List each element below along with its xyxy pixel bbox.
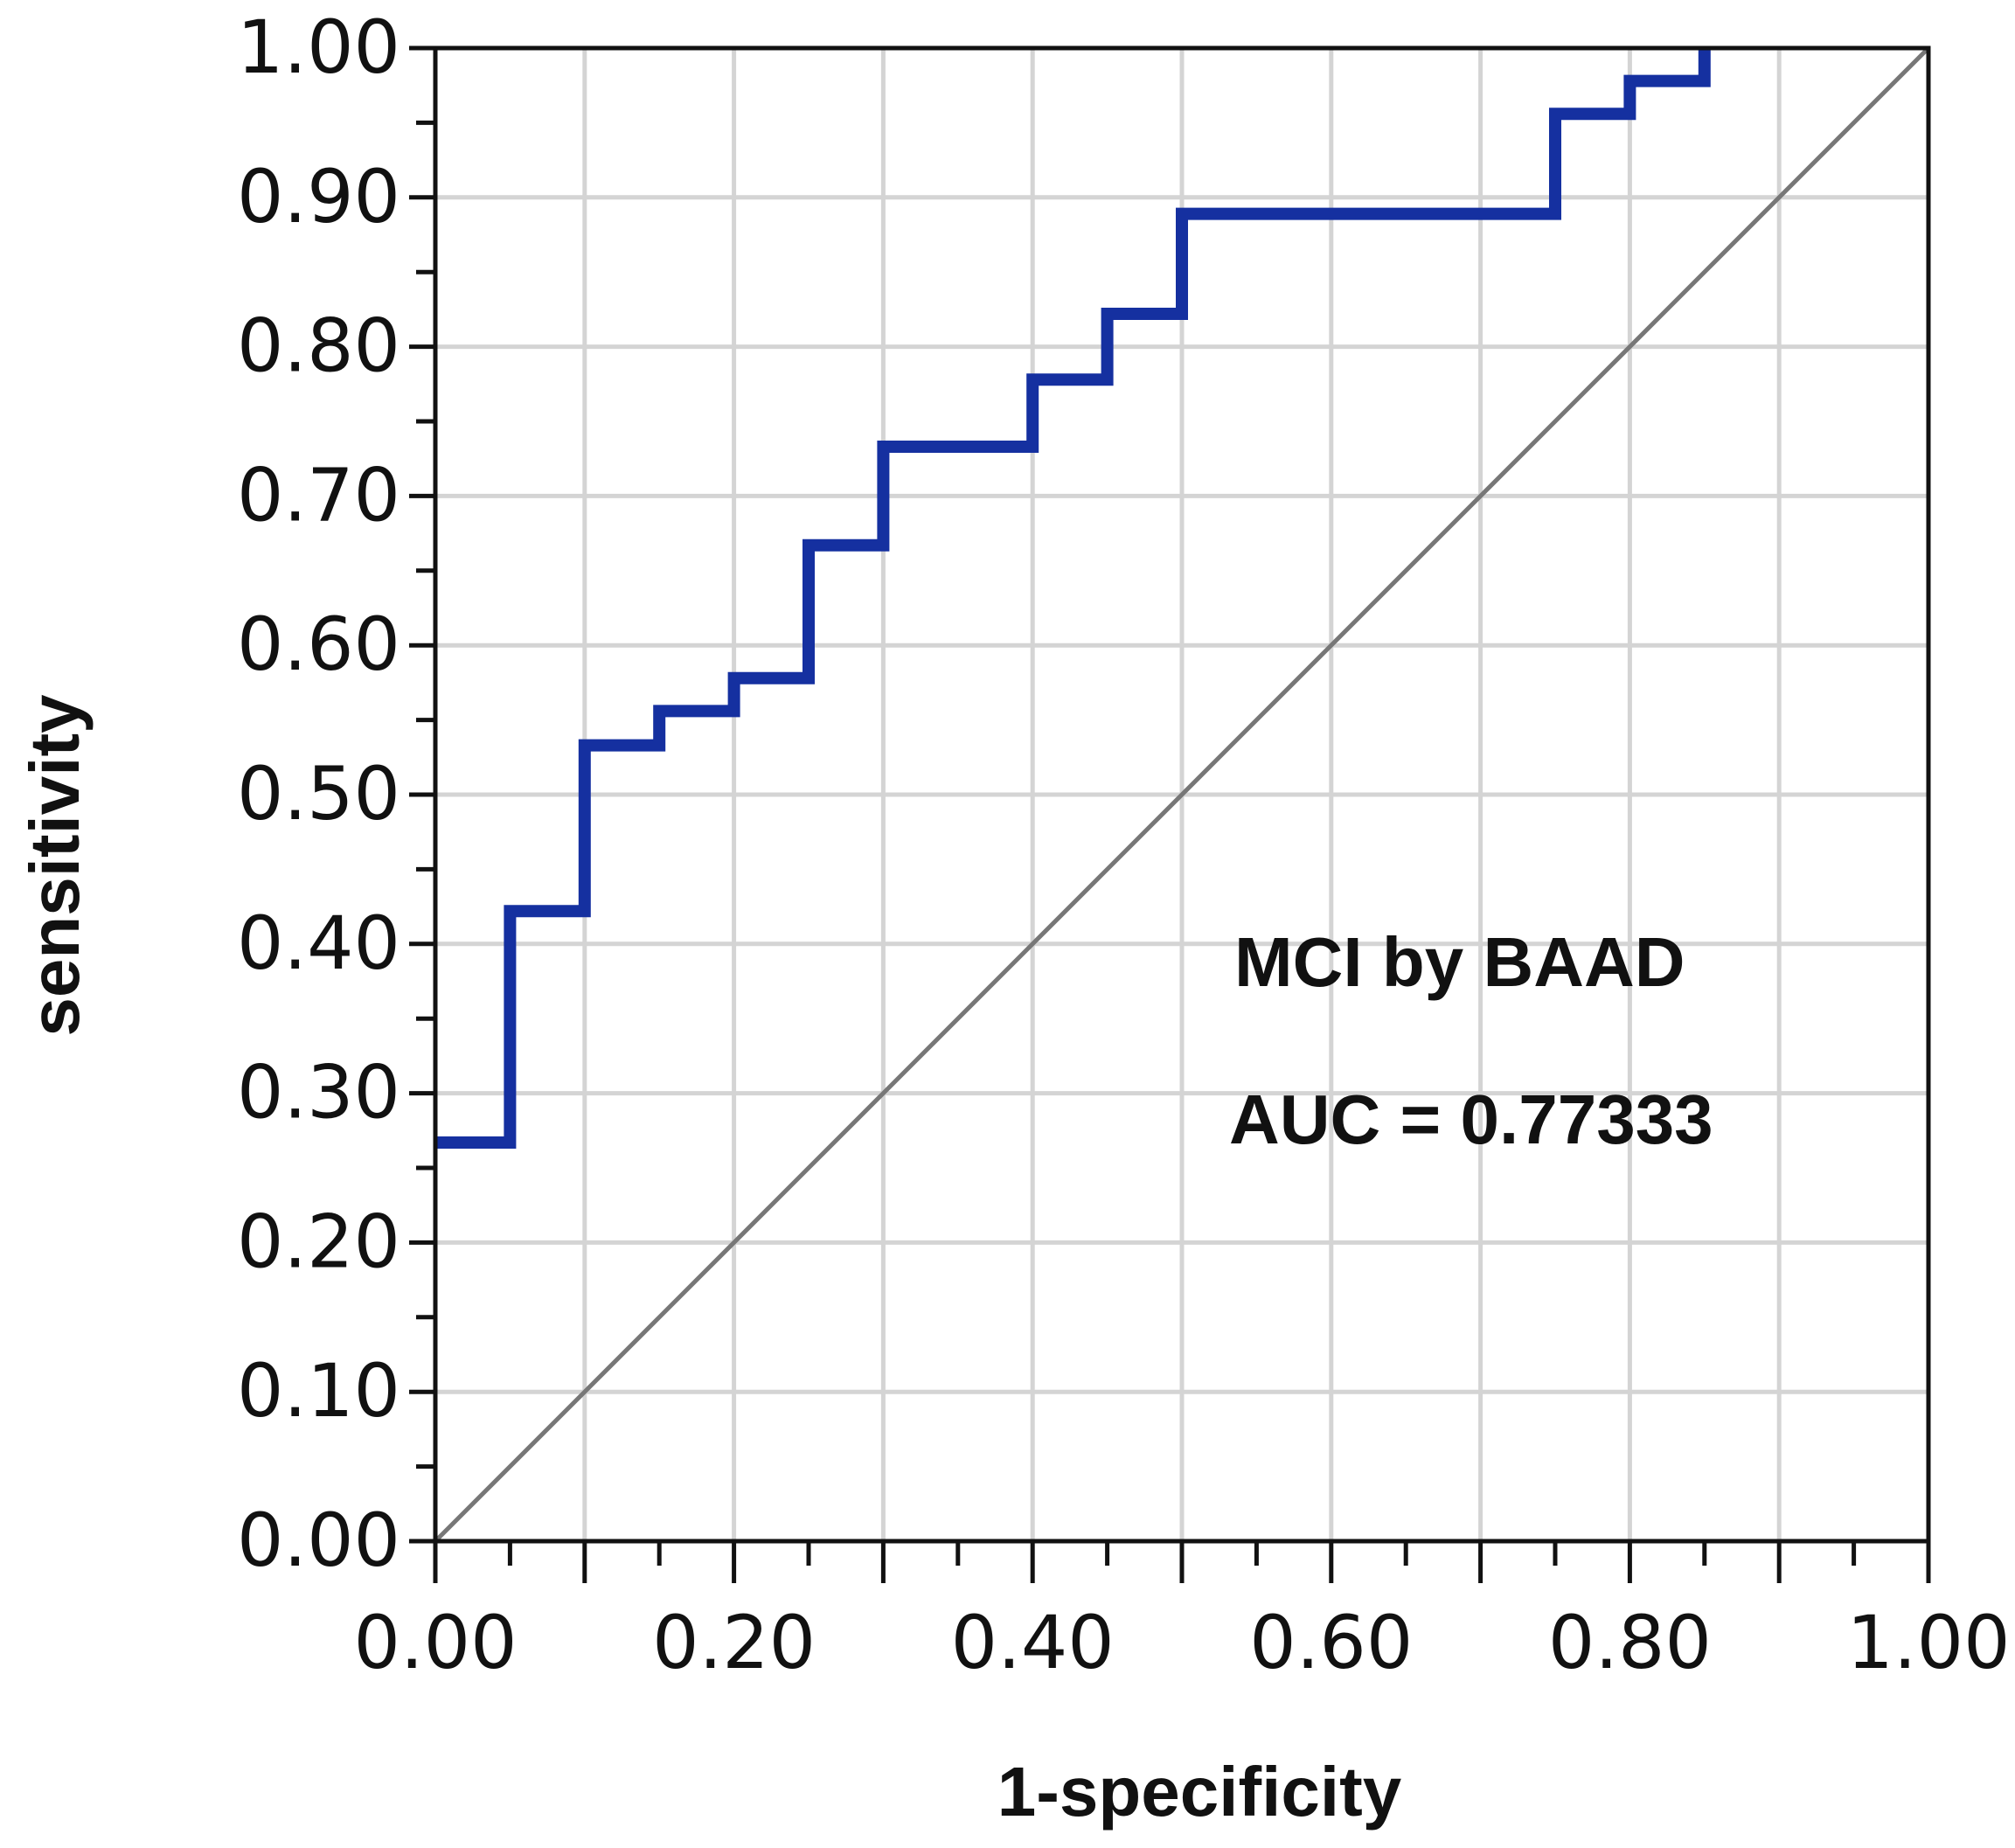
y-tick-label: 0.00 <box>237 1497 400 1583</box>
y-axis-title: sensitivity <box>16 694 94 1037</box>
y-tick-label: 1.00 <box>237 4 400 90</box>
x-axis-title: 1-specificity <box>997 1753 1402 1831</box>
y-tick-label: 0.40 <box>237 900 400 986</box>
y-tick-label: 0.60 <box>237 601 400 687</box>
x-tick-label: 0.80 <box>1548 1600 1712 1685</box>
x-tick-label: 0.20 <box>652 1600 816 1685</box>
roc-chart: 0.00 0.10 0.20 0.30 0.40 0.50 0.60 0.70 0.80 0.90… <box>0 0 2015 1848</box>
y-tick-label: 0.20 <box>237 1198 400 1284</box>
y-tick-label: 0.10 <box>237 1348 400 1434</box>
annotation-auc: AUC = 0.77333 <box>1229 1080 1713 1158</box>
x-tick-label: 1.00 <box>1846 1600 2010 1685</box>
y-tick-label: 0.70 <box>237 452 400 538</box>
x-tick-label: 0.60 <box>1249 1600 1413 1685</box>
y-tick-label: 0.50 <box>237 751 400 837</box>
y-tick-label: 0.30 <box>237 1050 400 1136</box>
x-tick-label: 0.00 <box>353 1600 517 1685</box>
y-tick-label: 0.80 <box>237 303 400 389</box>
y-tick-label: 0.90 <box>237 154 400 240</box>
annotation-model-name: MCI by BAAD <box>1234 923 1685 1001</box>
tick-labels: 0.00 0.10 0.20 0.30 0.40 0.50 0.60 0.70 0.80 0.90… <box>237 4 2011 1685</box>
x-tick-label: 0.40 <box>951 1600 1115 1685</box>
